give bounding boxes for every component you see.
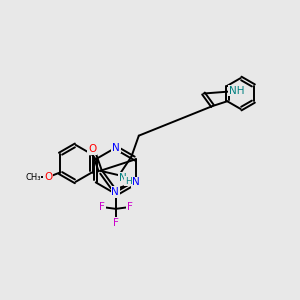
Text: N: N: [132, 177, 140, 188]
Text: N: N: [119, 173, 127, 183]
Text: F: F: [127, 202, 132, 212]
Text: O: O: [88, 144, 96, 154]
Text: F: F: [113, 218, 119, 228]
Text: N: N: [112, 187, 119, 197]
Text: CH₃: CH₃: [25, 172, 41, 182]
Text: O: O: [44, 172, 52, 182]
Text: N: N: [112, 142, 120, 153]
Text: H: H: [125, 177, 132, 186]
Text: NH: NH: [229, 85, 244, 96]
Text: F: F: [99, 202, 105, 212]
Text: N: N: [132, 177, 140, 188]
